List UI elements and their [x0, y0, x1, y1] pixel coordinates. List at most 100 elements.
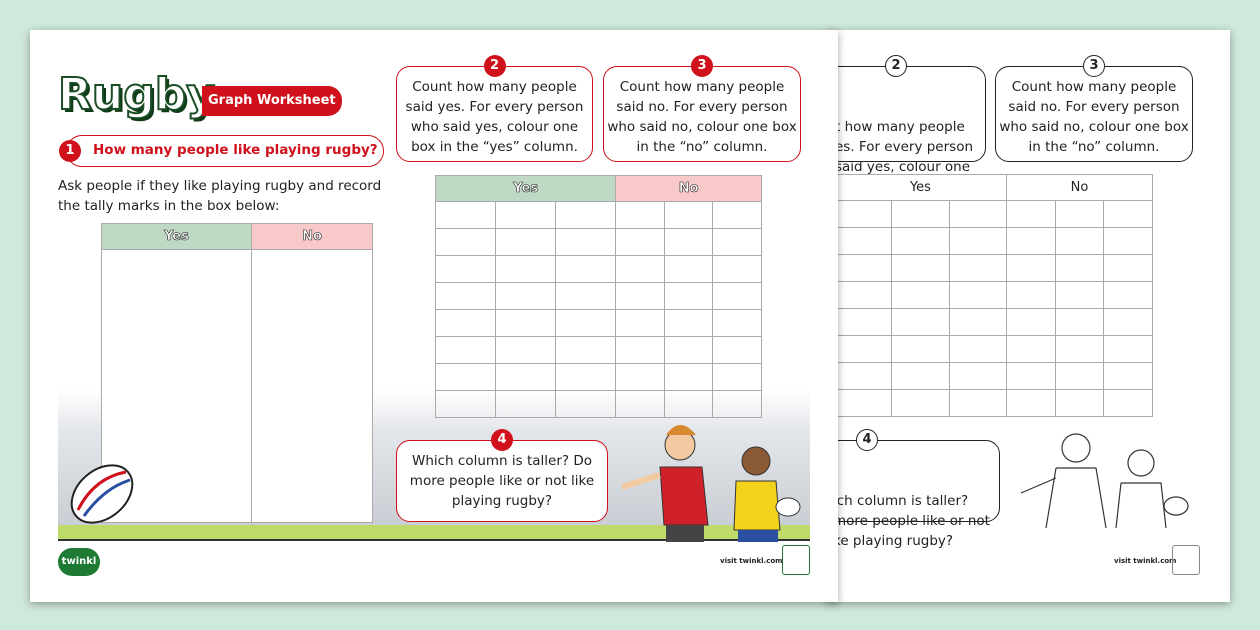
graph-cell[interactable]	[663, 390, 714, 418]
graph-cell[interactable]	[434, 363, 497, 391]
graph-cell[interactable]	[434, 201, 497, 229]
graph-cell[interactable]	[1005, 335, 1056, 363]
graph-cell[interactable]	[1005, 362, 1056, 390]
graph-cell[interactable]	[434, 228, 497, 256]
graph-cell[interactable]	[1054, 362, 1105, 390]
graph-cell[interactable]	[615, 255, 665, 283]
graph-cell[interactable]	[615, 201, 665, 229]
graph-cell[interactable]	[1054, 281, 1105, 309]
graph-cell[interactable]	[1103, 362, 1153, 390]
graph-cell[interactable]	[1103, 308, 1153, 336]
graph-cell[interactable]	[948, 335, 1007, 363]
graph-cell[interactable]	[1005, 227, 1056, 255]
graph-cell[interactable]	[434, 255, 497, 283]
graph-cell[interactable]	[833, 254, 893, 282]
graph-cell[interactable]	[833, 308, 893, 336]
graph-cell[interactable]	[663, 363, 714, 391]
graph-cell[interactable]	[948, 281, 1007, 309]
graph-cell[interactable]	[615, 363, 665, 391]
graph-cell[interactable]	[495, 309, 557, 337]
graph-cell[interactable]	[712, 255, 762, 283]
graph-cell[interactable]	[663, 255, 714, 283]
graph-cell[interactable]	[663, 228, 714, 256]
graph-cell[interactable]	[555, 201, 617, 229]
graph-cell[interactable]	[615, 282, 665, 310]
graph-cell[interactable]	[555, 255, 617, 283]
graph-cell[interactable]	[434, 309, 497, 337]
graph-cell[interactable]	[712, 282, 762, 310]
graph-cell[interactable]	[833, 227, 893, 255]
graph-cell[interactable]	[555, 309, 617, 337]
graph-cell[interactable]	[663, 336, 714, 364]
graph-cell[interactable]	[1054, 227, 1105, 255]
graph-cell[interactable]	[948, 362, 1007, 390]
graph-cell[interactable]	[495, 363, 557, 391]
graph-cell[interactable]	[891, 389, 950, 417]
graph-cell[interactable]	[663, 201, 714, 229]
graph-cell[interactable]	[948, 227, 1007, 255]
graph-cell[interactable]	[833, 200, 893, 228]
graph-cell[interactable]	[434, 336, 497, 364]
graph-cell[interactable]	[1054, 335, 1105, 363]
graph-cell[interactable]	[833, 389, 893, 417]
graph-cell[interactable]	[495, 201, 557, 229]
graph-cell[interactable]	[615, 309, 665, 337]
graph-cell[interactable]	[1103, 389, 1153, 417]
graph-cell[interactable]	[555, 228, 617, 256]
graph-cell[interactable]	[555, 390, 617, 418]
graph-cell[interactable]	[434, 282, 497, 310]
worksheet-title: Rugby	[57, 69, 216, 121]
graph-cell[interactable]	[891, 308, 950, 336]
graph-cell[interactable]	[948, 389, 1007, 417]
graph-cell[interactable]	[663, 309, 714, 337]
graph-cell[interactable]	[833, 362, 893, 390]
graph-cell[interactable]	[1005, 308, 1056, 336]
graph-cell[interactable]	[1005, 389, 1056, 417]
graph-cell[interactable]	[1054, 200, 1105, 228]
graph-cell[interactable]	[555, 363, 617, 391]
graph-cell[interactable]	[615, 336, 665, 364]
graph-cell[interactable]	[1054, 389, 1105, 417]
graph-cell[interactable]	[948, 254, 1007, 282]
graph-cell[interactable]	[891, 200, 950, 228]
graph-cell[interactable]	[891, 227, 950, 255]
bar-graph-grid: Yes No	[833, 174, 1154, 417]
graph-cell[interactable]	[712, 228, 762, 256]
graph-cell[interactable]	[1054, 308, 1105, 336]
graph-cell[interactable]	[712, 336, 762, 364]
graph-cell[interactable]	[555, 282, 617, 310]
graph-cell[interactable]	[891, 254, 950, 282]
graph-cell[interactable]	[1005, 254, 1056, 282]
graph-cell[interactable]	[615, 228, 665, 256]
graph-cell[interactable]	[555, 336, 617, 364]
graph-cell[interactable]	[948, 200, 1007, 228]
graph-cell[interactable]	[833, 281, 893, 309]
graph-cell[interactable]	[1103, 200, 1153, 228]
graph-cell[interactable]	[663, 282, 714, 310]
grass-strip	[58, 525, 810, 541]
graph-cell[interactable]	[434, 390, 497, 418]
graph-cell[interactable]	[1103, 335, 1153, 363]
graph-cell[interactable]	[891, 335, 950, 363]
graph-cell[interactable]	[712, 201, 762, 229]
graph-cell[interactable]	[495, 336, 557, 364]
graph-cell[interactable]	[495, 390, 557, 418]
graph-cell[interactable]	[1005, 200, 1056, 228]
graph-cell[interactable]	[891, 281, 950, 309]
graph-cell[interactable]	[712, 363, 762, 391]
graph-cell[interactable]	[948, 308, 1007, 336]
graph-cell[interactable]	[712, 390, 762, 418]
graph-cell[interactable]	[1103, 227, 1153, 255]
graph-cell[interactable]	[495, 255, 557, 283]
graph-cell[interactable]	[1103, 254, 1153, 282]
graph-cell[interactable]	[1005, 281, 1056, 309]
graph-cell[interactable]	[1103, 281, 1153, 309]
graph-cell[interactable]	[615, 390, 665, 418]
graph-cell[interactable]	[712, 309, 762, 337]
graph-cell[interactable]	[495, 282, 557, 310]
graph-cell[interactable]	[833, 335, 893, 363]
graph-cell[interactable]	[1054, 254, 1105, 282]
graph-cell[interactable]	[495, 228, 557, 256]
tally-box-no[interactable]	[250, 249, 374, 523]
graph-cell[interactable]	[891, 362, 950, 390]
